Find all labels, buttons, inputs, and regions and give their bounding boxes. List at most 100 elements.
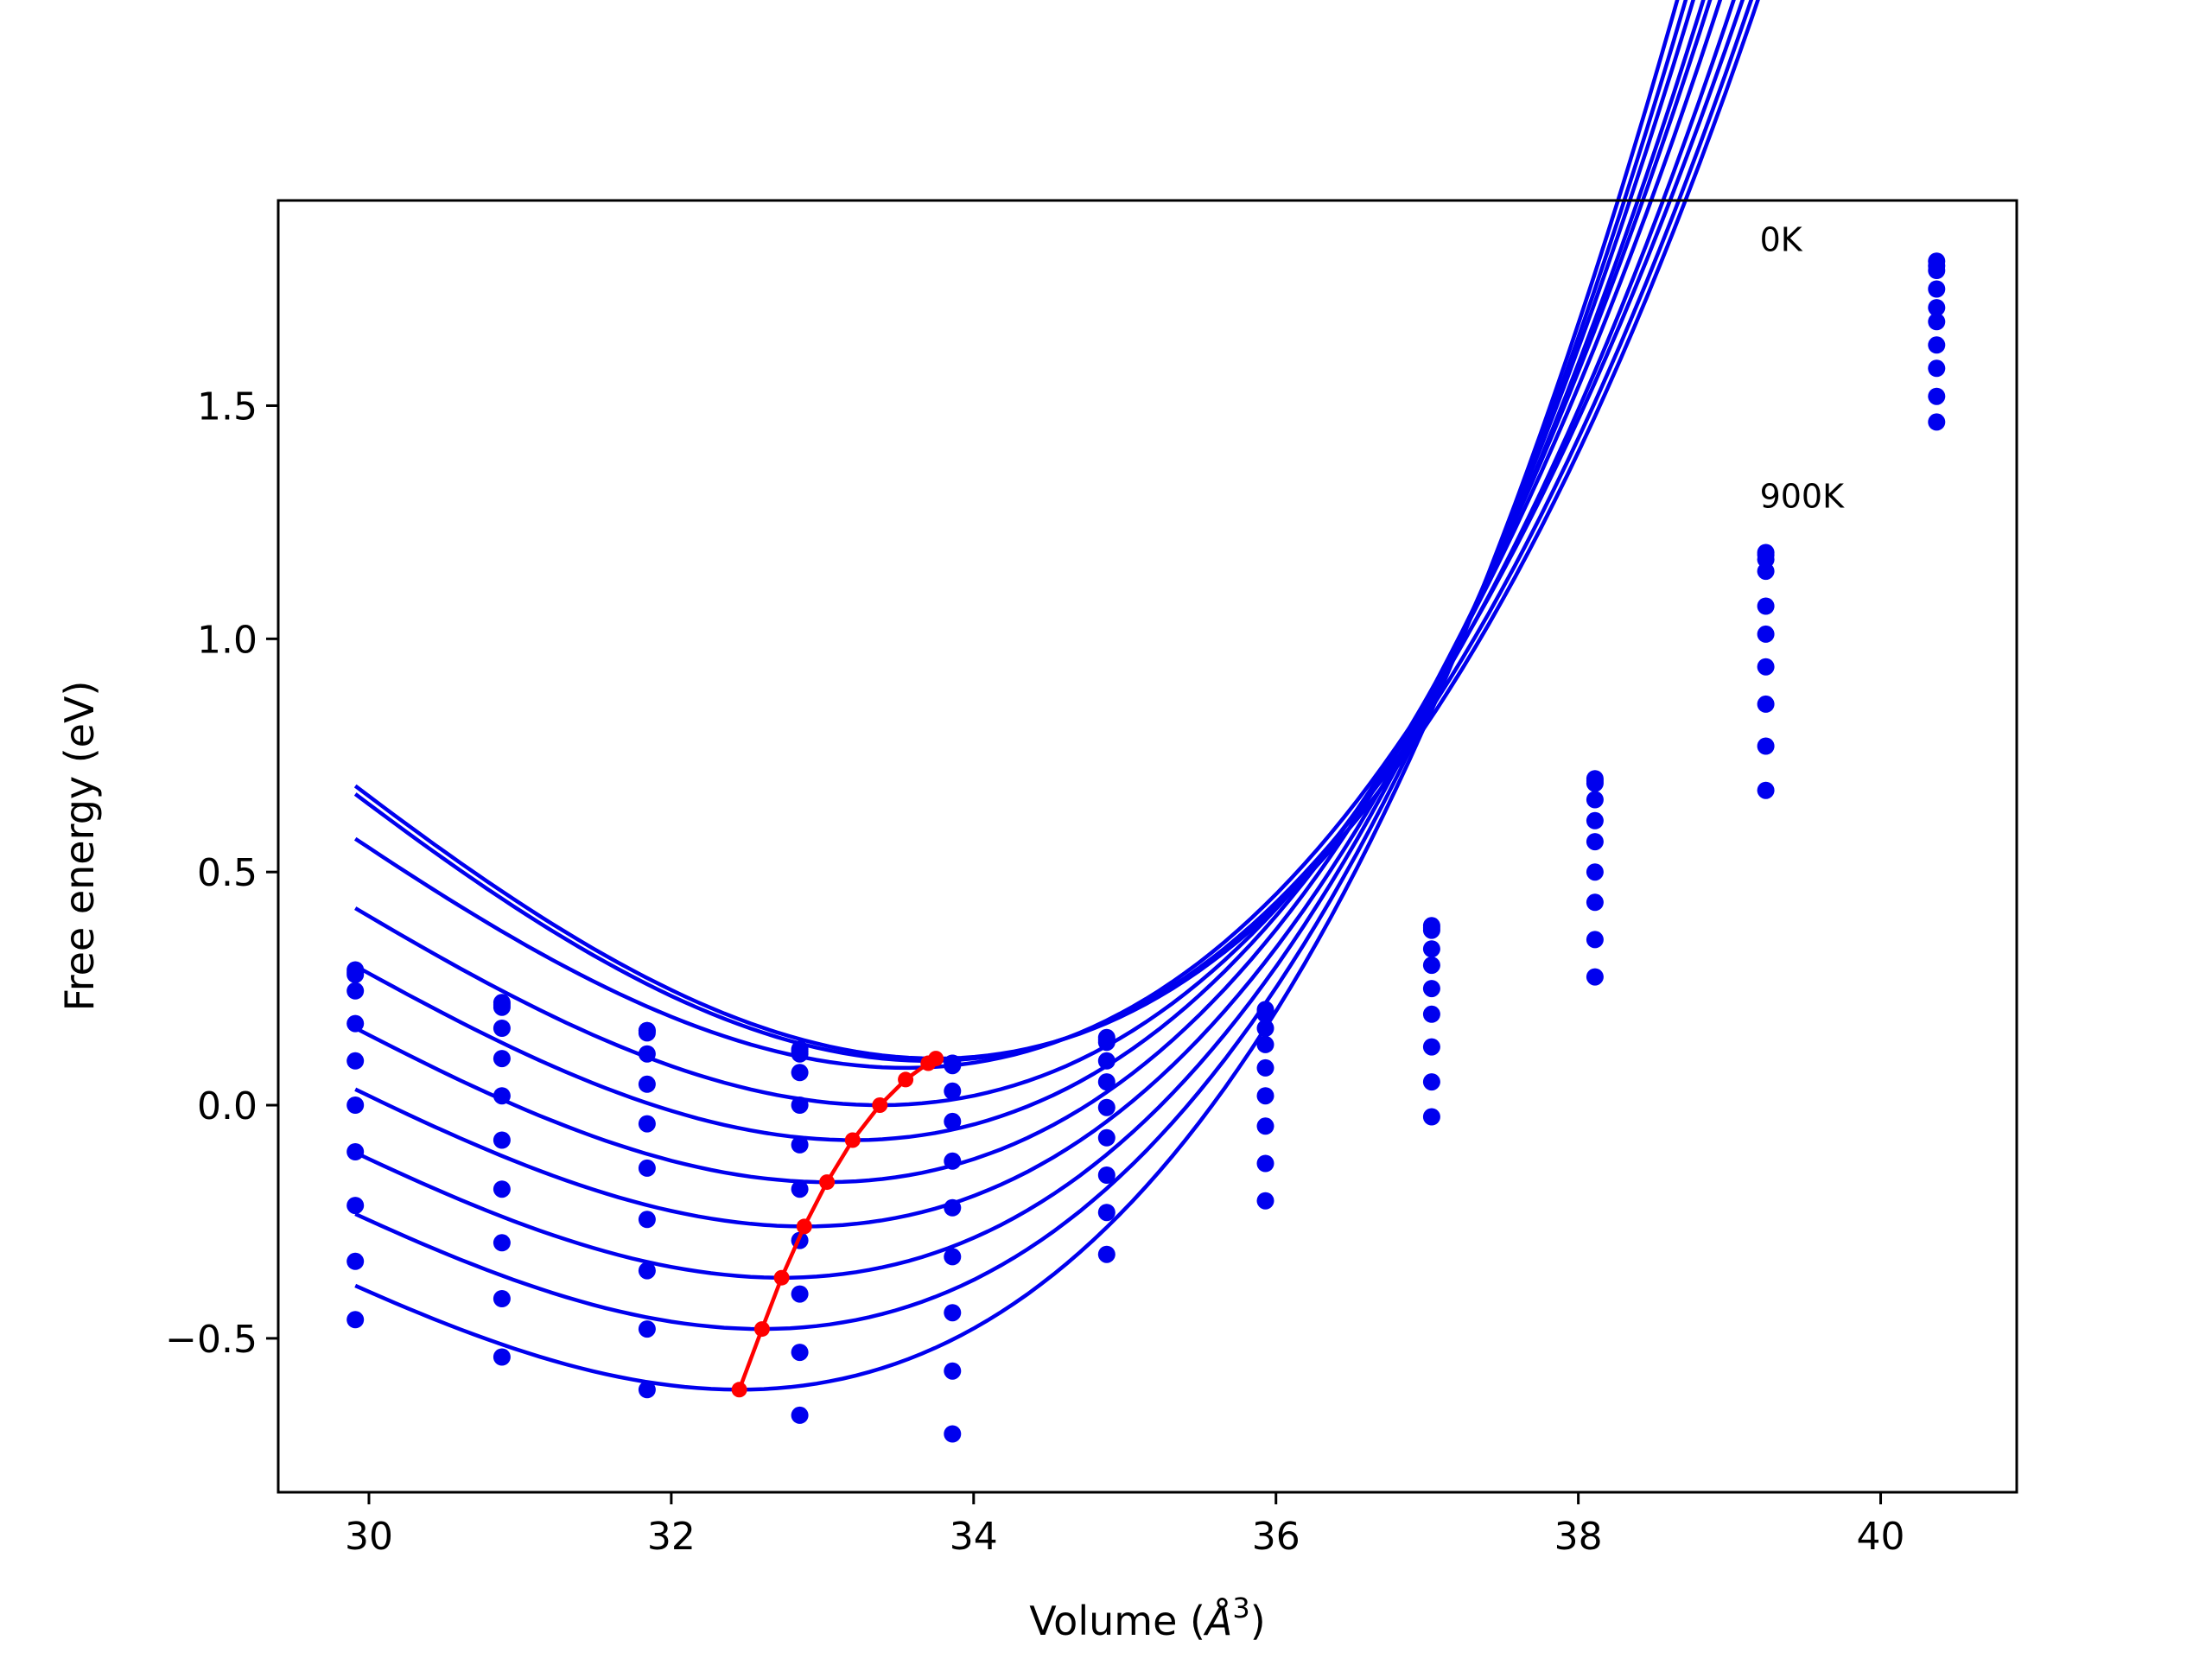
data-point-s8-2 <box>638 1262 656 1280</box>
fit-curve-5 <box>354 0 1713 1185</box>
x-tick-label-1: 32 <box>647 1515 696 1559</box>
minimum-point-2 <box>773 1269 790 1286</box>
data-point-s3-9 <box>1757 563 1775 581</box>
minimum-point-1 <box>753 1321 770 1338</box>
data-point-s5-6 <box>1256 1058 1274 1077</box>
data-point-s7-4 <box>944 1248 962 1266</box>
data-point-s5-2 <box>638 1115 656 1133</box>
data-point-s9-0 <box>346 1252 365 1270</box>
annotations: 0K 900K <box>1760 221 1846 516</box>
x-tick-label-3: 36 <box>1252 1515 1300 1559</box>
y-tick-label-0: −0.5 <box>165 1318 257 1362</box>
data-point-s7-10 <box>1928 359 1946 378</box>
data-point-s2-1 <box>493 998 511 1016</box>
x-axis-label-exponent: 3 <box>1232 1592 1249 1624</box>
data-point-s5-0 <box>346 1052 365 1070</box>
data-point-s10-4 <box>944 1425 962 1443</box>
data-point-s4-6 <box>1256 1035 1274 1053</box>
data-point-s3-0 <box>346 982 365 1000</box>
data-point-s4-1 <box>493 1050 511 1068</box>
data-point-s9-4 <box>944 1362 962 1380</box>
data-point-s4-2 <box>638 1075 656 1093</box>
data-point-s2-6 <box>1256 1005 1274 1023</box>
fit-curve-2 <box>353 0 1745 1071</box>
data-point-s5-8 <box>1586 833 1604 851</box>
data-point-s8-0 <box>346 1197 365 1215</box>
data-point-s7-8 <box>1586 893 1604 912</box>
data-point-s3-3 <box>791 1064 809 1082</box>
data-point-s8-9 <box>1757 737 1775 755</box>
y-axis-label: Free energy (eV) <box>56 681 103 1012</box>
annotation-0: 0K <box>1760 221 1803 259</box>
data-point-s5-9 <box>1757 625 1775 643</box>
data-point-s7-6 <box>1256 1117 1274 1135</box>
data-point-s9-9 <box>1757 781 1775 799</box>
fit-curve-9 <box>354 0 1680 1392</box>
data-point-s10-3 <box>791 1406 809 1424</box>
data-point-s3-8 <box>1586 791 1604 809</box>
data-point-s6-8 <box>1586 863 1604 881</box>
data-point-s7-1 <box>493 1180 511 1198</box>
data-point-s4-10 <box>1928 299 1946 317</box>
data-point-s4-3 <box>791 1096 809 1114</box>
data-point-s10-2 <box>638 1381 656 1399</box>
y-tick-label-2: 0.5 <box>197 851 257 895</box>
data-point-s2-10 <box>1928 262 1946 279</box>
data-point-s5-3 <box>791 1135 809 1154</box>
y-tick-label-4: 1.5 <box>197 385 257 429</box>
x-axis: 30 32 34 36 38 40 <box>345 1492 1905 1559</box>
data-point-s2-8 <box>1586 774 1604 792</box>
data-point-s8-1 <box>493 1234 511 1252</box>
data-point-s8-8 <box>1586 931 1604 949</box>
data-point-s2-4 <box>944 1054 962 1072</box>
data-point-s10-0 <box>346 1311 365 1329</box>
fit-curve-3 <box>354 0 1736 1108</box>
data-point-s10-1 <box>493 1348 511 1366</box>
data-point-s3-2 <box>638 1045 656 1063</box>
data-point-s4-5 <box>1097 1073 1116 1091</box>
y-tick-label-1: 0.0 <box>197 1084 257 1128</box>
data-point-s3-1 <box>493 1020 511 1037</box>
data-point-s2-5 <box>1097 1033 1116 1052</box>
data-point-s9-3 <box>791 1344 809 1362</box>
y-tick-label-3: 1.0 <box>197 618 257 662</box>
x-tick-label-2: 34 <box>950 1515 998 1559</box>
data-point-s4-4 <box>944 1112 962 1130</box>
data-point-s9-1 <box>493 1290 511 1307</box>
annotation-1: 900K <box>1760 477 1846 515</box>
data-point-s3-10 <box>1928 280 1946 298</box>
data-point-s9-10 <box>1928 413 1946 431</box>
data-point-s8-6 <box>1256 1154 1274 1173</box>
data-point-s2-3 <box>791 1045 809 1063</box>
data-point-s6-2 <box>638 1159 656 1177</box>
plot-content <box>346 0 1946 1443</box>
minimum-point-4 <box>819 1174 836 1191</box>
minimum-point-9 <box>928 1051 944 1067</box>
data-point-s8-7 <box>1422 1073 1440 1091</box>
data-point-s9-7 <box>1422 1108 1440 1126</box>
minimum-point-5 <box>844 1132 861 1148</box>
minimum-point-7 <box>898 1071 914 1088</box>
data-point-s2-2 <box>638 1024 656 1042</box>
data-point-s6-3 <box>791 1180 809 1198</box>
x-tick-label-5: 40 <box>1857 1515 1905 1559</box>
data-point-s2-0 <box>346 965 365 983</box>
data-point-s8-3 <box>791 1285 809 1303</box>
data-point-s7-5 <box>1097 1166 1116 1184</box>
data-point-s4-7 <box>1422 957 1440 975</box>
minimum-point-3 <box>796 1218 812 1235</box>
data-point-s3-6 <box>1256 1020 1274 1037</box>
data-point-s9-6 <box>1256 1192 1274 1210</box>
data-point-s6-4 <box>944 1198 962 1217</box>
minimum-point-6 <box>872 1097 888 1113</box>
fit-curve-4 <box>354 0 1723 1142</box>
fit-curve-8 <box>354 0 1688 1332</box>
data-point-s7-7 <box>1422 1038 1440 1056</box>
data-point-s4-9 <box>1757 597 1775 615</box>
axes-frame <box>276 199 2018 1494</box>
data-point-s5-10 <box>1928 313 1946 331</box>
x-axis-label-text: Volume ( <box>1029 1598 1205 1644</box>
x-tick-label-4: 38 <box>1554 1515 1603 1559</box>
minimum-line <box>737 1057 938 1391</box>
